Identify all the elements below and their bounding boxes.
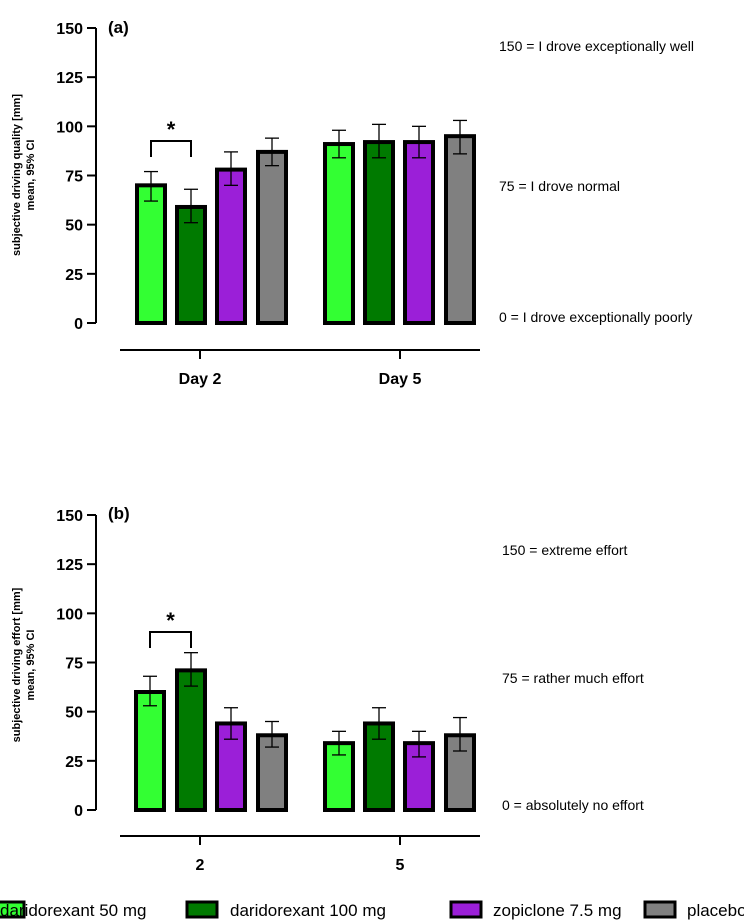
panel-label: (a) (108, 18, 129, 37)
y-tick-label: 150 (56, 508, 83, 525)
y-tick-label: 75 (65, 169, 83, 186)
y-tick-label: 0 (74, 803, 83, 820)
y-tick-label: 125 (56, 557, 83, 574)
legend-swatch (0, 900, 26, 919)
bar (363, 140, 395, 325)
scale-annotation: 0 = I drove exceptionally poorly (499, 309, 692, 325)
legend-swatch (449, 900, 483, 919)
scale-annotation: 75 = rather much effort (502, 670, 644, 686)
significance-marker: * (166, 608, 175, 633)
scale-annotation: 75 = I drove normal (499, 178, 620, 194)
scale-annotation: 150 = I drove exceptionally well (499, 38, 694, 54)
legend-swatch (185, 900, 219, 919)
bar (444, 134, 476, 325)
panel-label: (b) (108, 504, 130, 523)
x-tick-label: Day 5 (379, 371, 422, 388)
legend-label: daridorexant 50 mg (0, 901, 146, 920)
significance-bracket (149, 631, 192, 648)
bar (175, 668, 207, 812)
y-tick-label: 75 (65, 656, 83, 673)
y-axis-label: subjective driving effort [mm] (11, 587, 23, 742)
legend-label: zopiclone 7.5 mg (493, 901, 622, 920)
y-tick-label: 125 (56, 70, 83, 87)
y-tick-label: 100 (56, 606, 83, 623)
bar (256, 733, 288, 812)
bar (256, 149, 288, 325)
y-axis-label: subjective driving quality [mm] (11, 94, 23, 256)
bar (403, 140, 435, 325)
legend-swatch (643, 900, 677, 919)
y-tick-label: 25 (65, 754, 83, 771)
x-tick-label: Day 2 (179, 371, 222, 388)
bar (215, 167, 247, 325)
y-tick-label: 150 (56, 21, 83, 38)
significance-marker: * (167, 117, 176, 142)
legend-label: daridorexant 100 mg (230, 901, 386, 920)
y-tick-label: 25 (65, 267, 83, 284)
bar (135, 183, 167, 325)
y-tick-label: 50 (65, 705, 83, 722)
bar (175, 204, 207, 325)
y-axis-label-line2: mean, 95% CI (25, 140, 37, 211)
significance-bracket (150, 140, 192, 157)
bar (215, 721, 247, 813)
bar (323, 142, 355, 325)
y-tick-label: 100 (56, 119, 83, 136)
x-tick-label: 5 (396, 857, 405, 874)
scale-annotation: 150 = extreme effort (502, 542, 628, 558)
y-axis-label-line2: mean, 95% CI (25, 630, 37, 701)
bar (323, 741, 355, 813)
y-tick-label: 0 (74, 316, 83, 333)
legend-label: placebo (687, 901, 744, 920)
y-tick-label: 50 (65, 218, 83, 235)
bar (134, 690, 166, 812)
scale-annotation: 0 = absolutely no effort (502, 797, 644, 813)
x-tick-label: 2 (196, 857, 205, 874)
